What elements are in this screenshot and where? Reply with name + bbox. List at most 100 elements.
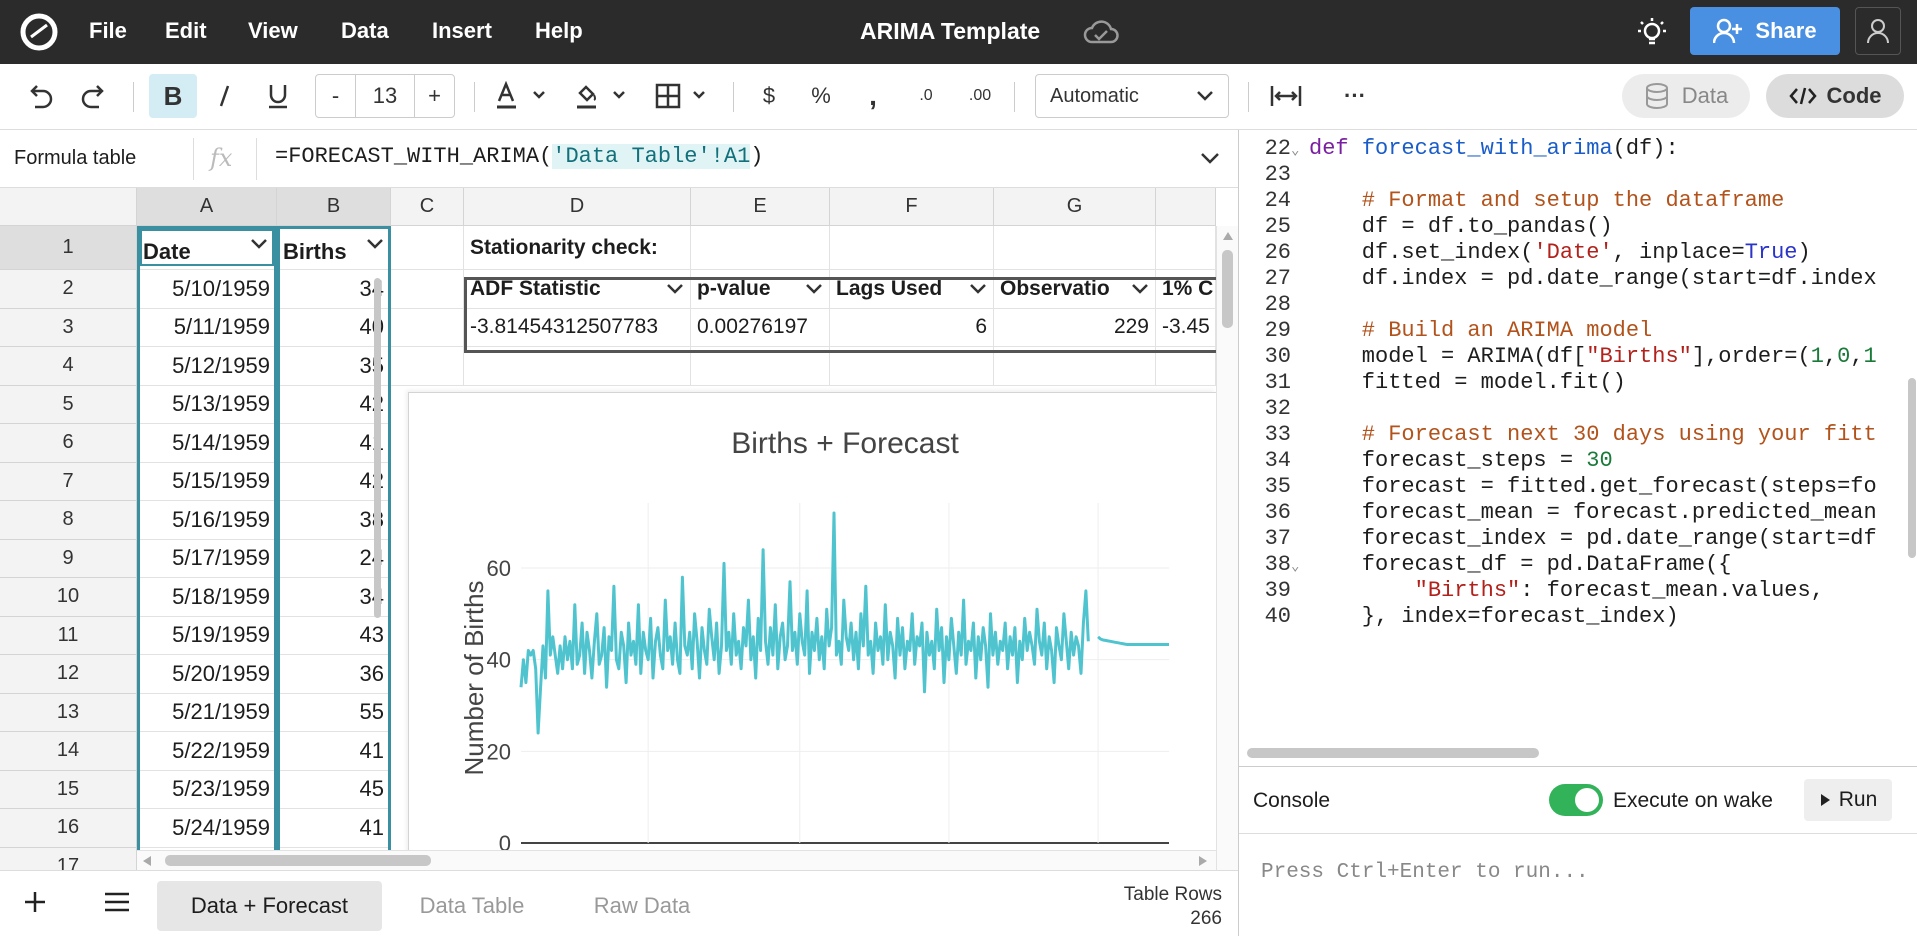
stat-header-cell[interactable]: Lags Used: [830, 270, 994, 309]
user-account-button[interactable]: [1855, 7, 1901, 55]
borders-button[interactable]: [652, 74, 712, 118]
code-line[interactable]: 33 # Forecast next 30 days using your fi…: [1239, 422, 1917, 448]
row-header-11[interactable]: 11: [0, 616, 137, 655]
row-header-2[interactable]: 2: [0, 270, 137, 309]
percent-format-button[interactable]: %: [803, 74, 839, 118]
code-line[interactable]: 38 forecast_df = pd.DataFrame({⌄: [1239, 552, 1917, 578]
stat-value-cell[interactable]: -3.45: [1156, 308, 1216, 347]
menu-insert[interactable]: Insert: [432, 18, 492, 43]
select-all-corner[interactable]: [0, 188, 137, 226]
column-header-c[interactable]: C: [391, 188, 464, 226]
date-cell[interactable]: 5/15/1959: [137, 462, 277, 501]
increase-decimal-button[interactable]: .00: [958, 74, 1002, 118]
row-header-4[interactable]: 4: [0, 347, 137, 386]
empty-cell[interactable]: [830, 226, 994, 270]
scroll-right-arrow-icon[interactable]: [1199, 856, 1207, 866]
code-line[interactable]: 30 model = ARIMA(df["Births"],order=(1,0…: [1239, 344, 1917, 370]
stat-header-cell[interactable]: ADF Statistic: [464, 270, 691, 309]
code-line[interactable]: 23: [1239, 162, 1917, 188]
document-title[interactable]: ARIMA Template: [860, 18, 1041, 44]
empty-cell[interactable]: [994, 347, 1156, 386]
date-cell[interactable]: 5/21/1959: [137, 693, 277, 732]
table-scrollbar-thumb[interactable]: [374, 278, 381, 618]
empty-cell[interactable]: [691, 347, 830, 386]
empty-cell[interactable]: [391, 270, 464, 309]
empty-cell[interactable]: [830, 347, 994, 386]
code-view-toggle[interactable]: Code: [1766, 74, 1904, 118]
fold-chevron-icon[interactable]: ⌄: [1291, 559, 1300, 575]
wrap-text-button[interactable]: [1264, 74, 1308, 118]
births-cell[interactable]: 45: [277, 770, 391, 809]
births-cell[interactable]: 36: [277, 655, 391, 694]
undo-icon[interactable]: [20, 74, 60, 118]
row-header-5[interactable]: 5: [0, 385, 137, 424]
stationarity-label[interactable]: Stationarity check:: [470, 236, 658, 259]
code-line[interactable]: 32: [1239, 396, 1917, 422]
column-filter-chevron-icon[interactable]: [1131, 283, 1149, 295]
fold-chevron-icon[interactable]: ⌄: [1291, 143, 1300, 159]
empty-cell[interactable]: [464, 347, 691, 386]
scroll-left-arrow-icon[interactable]: [143, 856, 151, 866]
row-header-13[interactable]: 13: [0, 693, 137, 732]
row-header-12[interactable]: 12: [0, 655, 137, 694]
formula-input[interactable]: =FORECAST_WITH_ARIMA('Data Table'!A1): [275, 144, 764, 169]
stat-header-cell[interactable]: 1% C: [1156, 270, 1216, 309]
stat-header-cell[interactable]: p-value: [691, 270, 830, 309]
empty-cell[interactable]: [391, 308, 464, 347]
column-header-d[interactable]: D: [464, 188, 691, 226]
date-cell[interactable]: 5/19/1959: [137, 616, 277, 655]
code-line[interactable]: 24 # Format and setup the dataframe: [1239, 188, 1917, 214]
menu-help[interactable]: Help: [535, 18, 583, 43]
row-header-3[interactable]: 3: [0, 308, 137, 347]
horizontal-scrollbar-thumb[interactable]: [165, 855, 431, 866]
data-view-toggle[interactable]: Data: [1622, 74, 1750, 118]
column-header-e[interactable]: E: [691, 188, 830, 226]
code-line[interactable]: 39 "Births": forecast_mean.values,: [1239, 578, 1917, 604]
row-header-9[interactable]: 9: [0, 539, 137, 578]
row-header-8[interactable]: 8: [0, 501, 137, 540]
code-line[interactable]: 40 }, index=forecast_index): [1239, 604, 1917, 630]
empty-cell[interactable]: [1156, 347, 1216, 386]
births-column-header[interactable]: Births: [277, 226, 391, 270]
stat-value-cell[interactable]: 0.00276197: [691, 308, 830, 347]
text-color-button[interactable]: [492, 74, 552, 118]
number-format-select[interactable]: Automatic: [1035, 74, 1229, 118]
column-filter-chevron-icon[interactable]: [969, 283, 987, 295]
vertical-scrollbar-thumb[interactable]: [1222, 250, 1233, 328]
column-header-f[interactable]: F: [830, 188, 994, 226]
menu-edit[interactable]: Edit: [165, 18, 207, 43]
column-header-h[interactable]: [1156, 188, 1216, 226]
empty-cell[interactable]: [464, 226, 691, 270]
column-filter-chevron-icon[interactable]: [805, 283, 823, 295]
decrease-decimal-button[interactable]: .0: [906, 74, 946, 118]
code-line[interactable]: 21: [1239, 130, 1917, 136]
empty-cell[interactable]: [1156, 226, 1216, 270]
code-line[interactable]: 37 forecast_index = pd.date_range(start=…: [1239, 526, 1917, 552]
row-header-7[interactable]: 7: [0, 462, 137, 501]
column-filter-chevron-icon[interactable]: [366, 238, 384, 250]
italic-button[interactable]: [205, 74, 245, 118]
column-filter-chevron-icon[interactable]: [250, 238, 268, 250]
date-cell[interactable]: 5/20/1959: [137, 655, 277, 694]
bold-button[interactable]: B: [149, 74, 197, 118]
code-line[interactable]: 35 forecast = fitted.get_forecast(steps=…: [1239, 474, 1917, 500]
tab-data-forecast[interactable]: Data + Forecast: [157, 881, 382, 931]
font-size-decrease[interactable]: -: [316, 75, 356, 117]
font-size-increase[interactable]: +: [414, 75, 454, 117]
column-filter-chevron-icon[interactable]: [666, 283, 684, 295]
row-header-14[interactable]: 14: [0, 732, 137, 771]
chart-container[interactable]: Births + Forecast Number of Births 0 20 40 60…: [408, 392, 1216, 870]
row-header-6[interactable]: 6: [0, 424, 137, 463]
code-line[interactable]: 36 forecast_mean = forecast.predicted_me…: [1239, 500, 1917, 526]
date-cell[interactable]: 5/11/1959: [137, 308, 277, 347]
vertical-scrollbar[interactable]: [1216, 226, 1238, 870]
row-header-16[interactable]: 16: [0, 809, 137, 848]
stat-header-cell[interactable]: Observatio: [994, 270, 1156, 309]
add-sheet-icon[interactable]: [22, 889, 48, 920]
stat-value-cell[interactable]: 6: [830, 308, 994, 347]
font-size-value[interactable]: 13: [372, 83, 398, 108]
date-column-header[interactable]: Date: [137, 226, 277, 270]
code-line[interactable]: 31 fitted = model.fit(): [1239, 370, 1917, 396]
tab-raw-data[interactable]: Raw Data: [562, 881, 722, 931]
